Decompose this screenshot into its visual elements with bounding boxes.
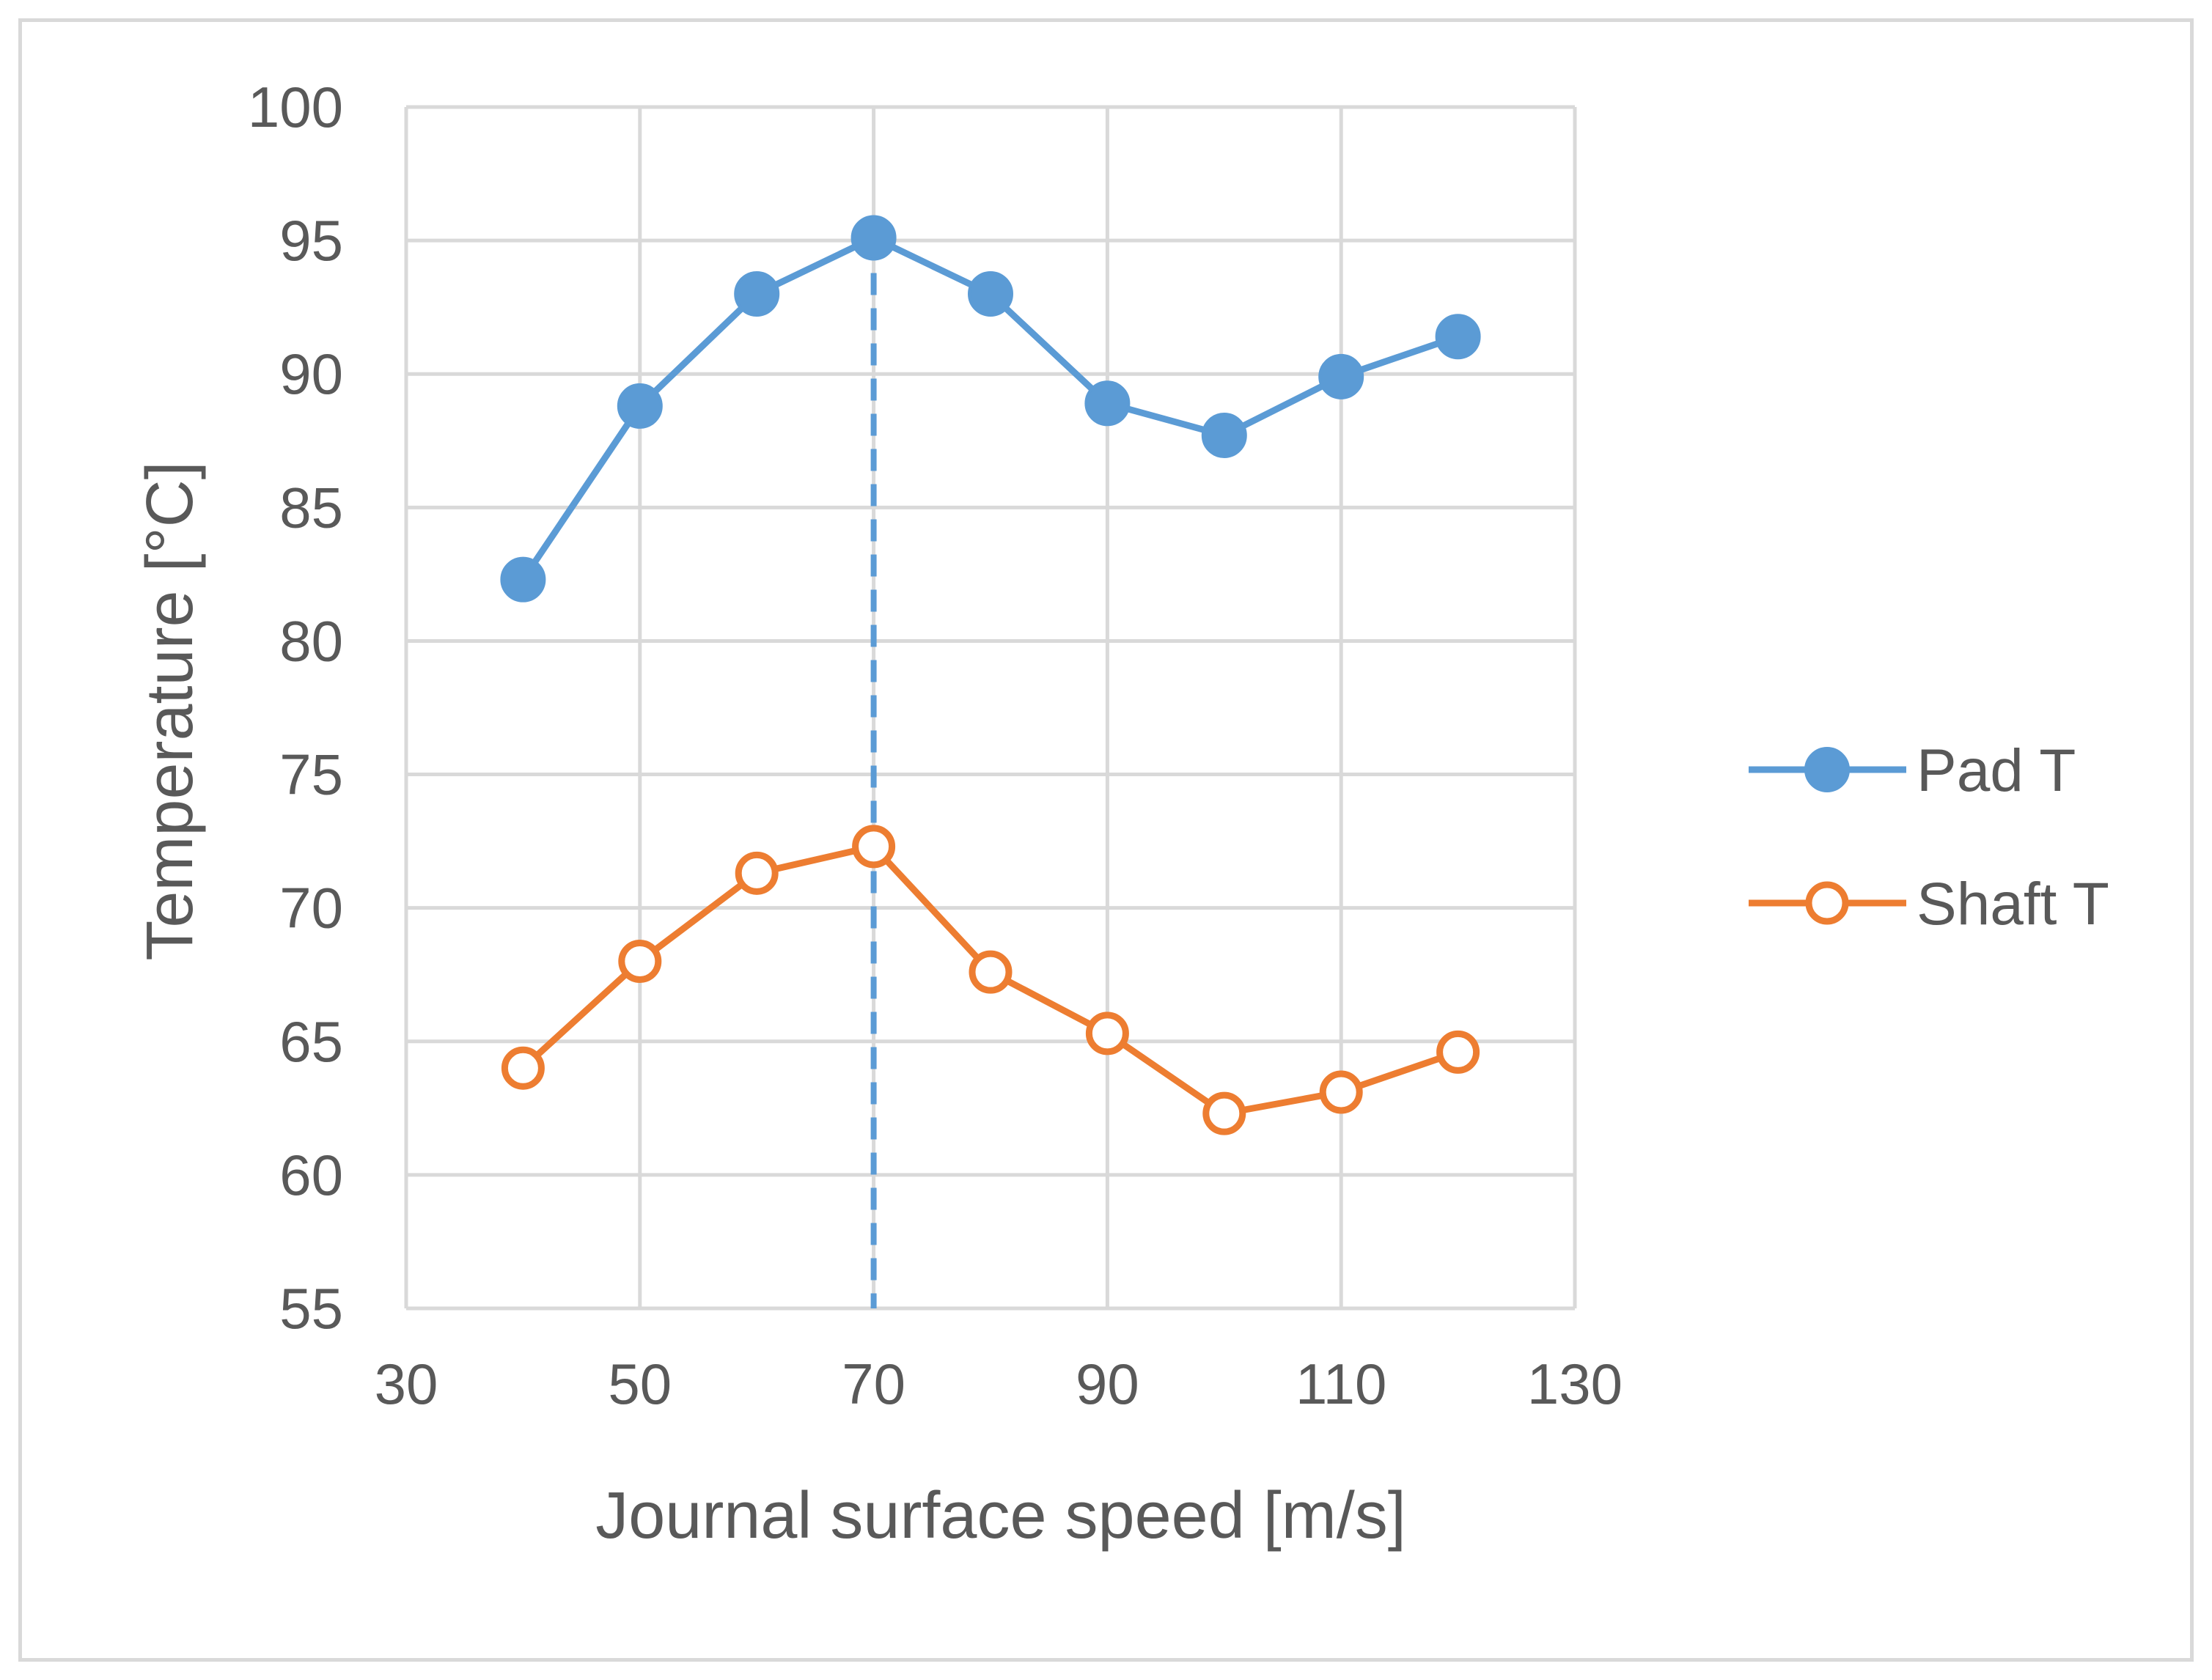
x-tick-label-70: 70 — [842, 1352, 905, 1416]
data-point-pad-t-60 — [734, 270, 780, 317]
y-tick-label-85: 85 — [279, 475, 343, 539]
data-point-pad-t-80 — [968, 270, 1013, 317]
legend-label-shaft-t: Shaft T — [1917, 871, 2109, 937]
series-shaft-t — [501, 825, 1480, 1135]
x-tick-label-50: 50 — [608, 1352, 672, 1416]
legend-marker-pad-t — [1804, 747, 1850, 792]
legend-label-pad-t: Pad T — [1917, 737, 2076, 804]
x-tick-label-90: 90 — [1076, 1352, 1139, 1416]
data-point-shaft-t-40 — [501, 1046, 545, 1090]
data-point-shaft-t-90 — [1085, 1012, 1129, 1055]
data-point-pad-t-90 — [1084, 380, 1131, 427]
data-point-shaft-t-70 — [852, 825, 896, 869]
data-point-shaft-t-80 — [969, 950, 1013, 994]
legend: Pad T Shaft T — [1749, 737, 2109, 937]
data-point-pad-t-50 — [617, 383, 663, 429]
series-layer — [500, 215, 1481, 1135]
y-tick-label-75: 75 — [279, 743, 343, 807]
data-point-pad-t-70 — [850, 215, 897, 261]
y-tick-label-55: 55 — [279, 1276, 343, 1341]
x-axis-title: Journal surface speed [m/s] — [595, 1479, 1406, 1552]
data-point-pad-t-40 — [500, 556, 546, 603]
data-point-shaft-t-50 — [618, 940, 662, 984]
data-point-shaft-t-100 — [1202, 1091, 1246, 1135]
x-tick-label-130: 130 — [1527, 1352, 1623, 1416]
y-axis-title: Temperature [°C] — [133, 461, 207, 960]
data-point-pad-t-120 — [1435, 314, 1481, 360]
x-tick-label-110: 110 — [1296, 1352, 1386, 1416]
series-pad-t — [500, 215, 1481, 603]
y-tick-label-90: 90 — [279, 342, 343, 406]
y-tick-label-65: 65 — [279, 1009, 343, 1074]
y-tick-label-60: 60 — [279, 1143, 343, 1207]
gridlines — [404, 105, 1577, 1311]
x-tick-label-30: 30 — [375, 1352, 438, 1416]
y-tick-label-70: 70 — [279, 876, 343, 940]
data-point-pad-t-110 — [1318, 353, 1364, 399]
y-tick-label-80: 80 — [279, 608, 343, 673]
tick-labels: 55 60 65 70 75 80 85 90 95 100 30 50 70 90 110 130 — [248, 75, 1623, 1416]
data-point-shaft-t-120 — [1436, 1030, 1480, 1074]
data-point-pad-t-100 — [1201, 412, 1247, 458]
y-tick-label-100: 100 — [248, 75, 343, 139]
y-tick-label-95: 95 — [279, 208, 343, 273]
legend-marker-shaft-t — [1805, 881, 1849, 925]
data-point-shaft-t-110 — [1319, 1070, 1363, 1114]
data-point-shaft-t-60 — [735, 851, 779, 895]
